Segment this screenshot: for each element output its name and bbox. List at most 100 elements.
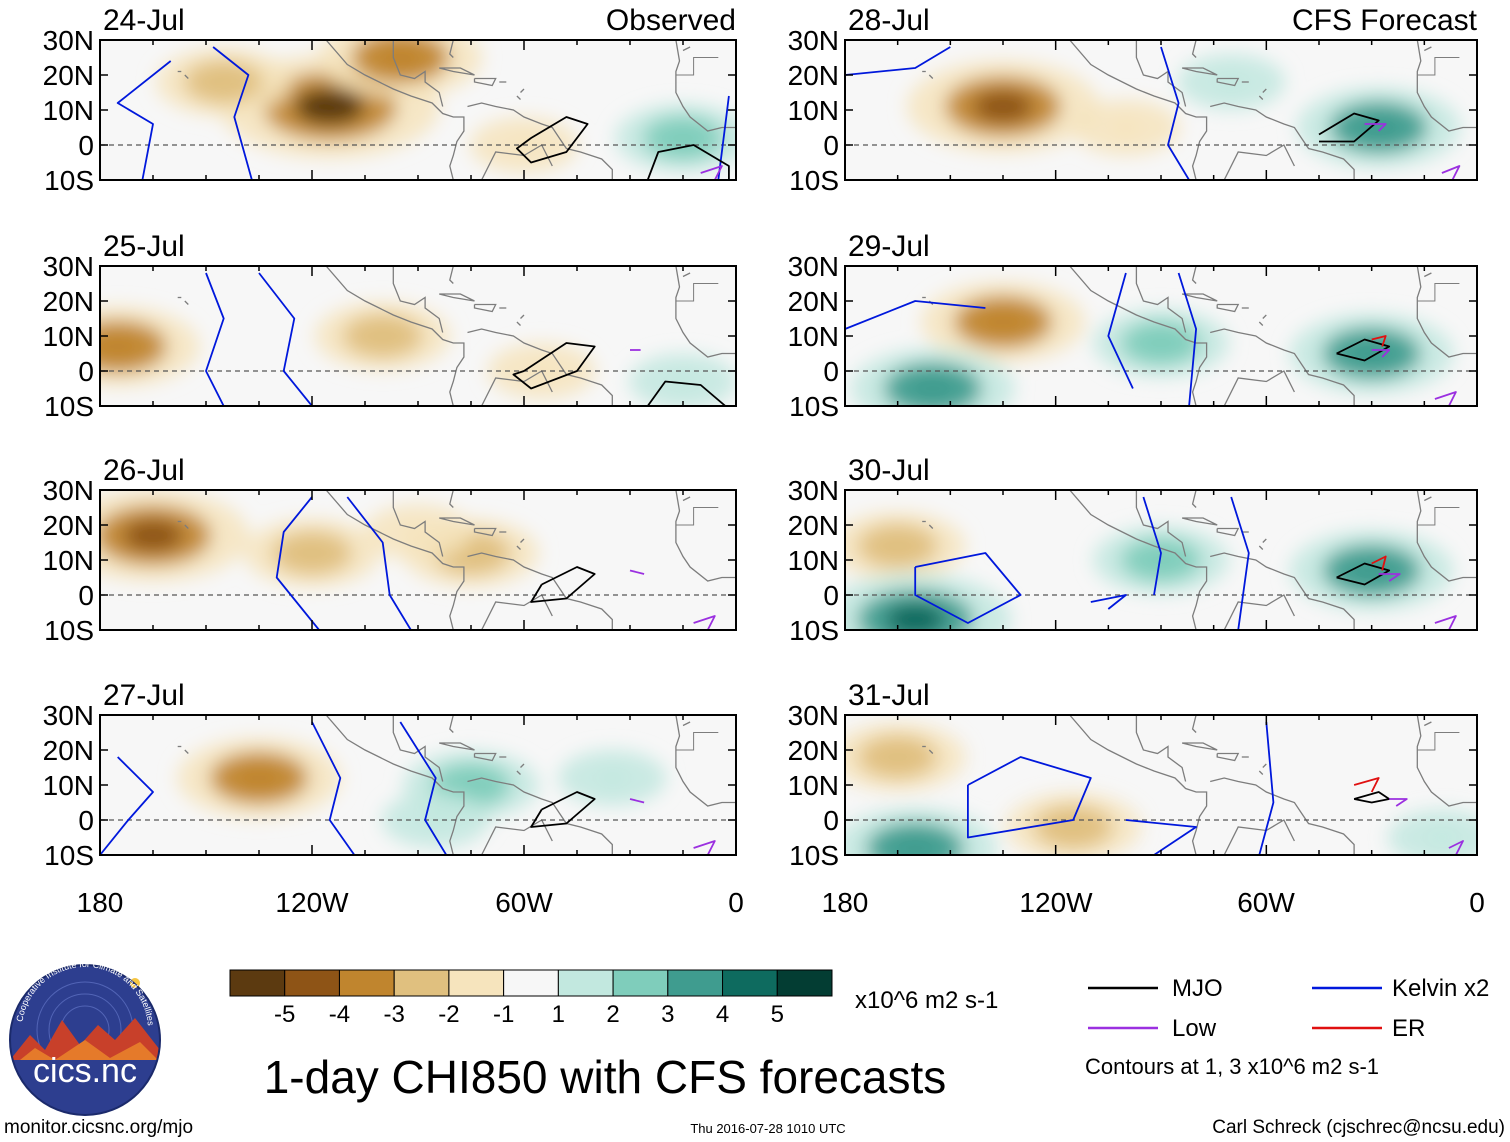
contour-kelvin [1125,819,1197,855]
contour-mjo [1336,562,1391,586]
contour-mjo [512,342,596,390]
y-tick-label: 10S [44,840,94,871]
colorbar: -5 -4 -3 -2 -1 1 2 3 4 5 [229,969,833,1028]
coastline [516,95,521,100]
coastline [1038,490,1208,630]
contour-kelvin [346,496,412,630]
map-panel: 30N 20N 10N 0 10S 30-Jul [788,454,1478,646]
y-tick-label: 30N [43,700,94,731]
coastline [1135,40,1187,107]
x-tick-label: 0 [728,887,744,918]
legend-label-er: ER [1392,1015,1425,1042]
y-tick-label: 10S [44,391,94,422]
coastline [1191,40,1197,58]
country-border [1417,283,1460,302]
panel-date: 24-Jul [103,4,185,37]
colorbar-swatch [612,969,669,997]
coastline [928,74,934,79]
contour-low [1364,123,1387,132]
y-tick-label: 30N [788,25,839,56]
coastline [1262,314,1267,319]
x-tick-label: 0 [1469,887,1485,918]
contour-low [1434,615,1457,630]
coastline [1216,752,1240,762]
y-tick-label: 10N [788,95,839,126]
y-tick-label: 20N [43,510,94,541]
contour-er [1353,777,1380,793]
contour-kelvin [1160,46,1190,180]
contour-kelvin [275,496,320,630]
coastline [1210,777,1355,855]
anomaly-core [973,90,1033,123]
coastline [473,303,497,313]
logo-text: cics.nc [33,1052,137,1090]
anomaly-field [100,266,736,406]
coastline [1223,594,1295,630]
coastline [1258,321,1264,326]
colorbar-swatch [338,969,395,997]
wave-contours [205,272,726,406]
coastline [1038,266,1208,406]
contour-low [1434,391,1457,406]
panel-date: 28-Jul [848,4,930,37]
coastline [184,300,189,305]
y-tick-label: 10N [43,321,94,352]
x-axis-left: 180 120W 60W 0 [77,887,744,918]
anomaly-core [123,519,183,552]
x-tick-label: 120W [275,887,349,918]
coastline [516,770,521,775]
timestamp: Thu 2016-07-28 1010 UTC [690,1121,845,1136]
anomaly-core [1141,549,1181,571]
contour-kelvin [116,60,172,180]
y-tick-label: 10N [788,545,839,576]
country-border [1417,732,1460,751]
anomaly-core [1110,119,1141,136]
contour-low [1378,573,1401,582]
coastline [1262,88,1267,93]
colorbar-swatch [722,969,778,997]
coastline [294,40,465,180]
coastline [1191,490,1197,508]
anomaly-core [668,373,698,390]
contour-kelvin [1090,594,1127,610]
coastline [675,715,736,807]
contour-kelvin [914,552,1022,624]
wave-contours [914,496,1457,630]
y-tick-label: 0 [78,130,94,161]
anomaly-blobs [155,40,736,173]
coastlines [177,266,736,406]
map-panel: 30N 20N 10N 0 10S 25-Jul [43,230,737,422]
panel-date: 27-Jul [103,679,185,712]
anomaly-core [234,764,284,792]
panels-group: 30N20N10N010S24-Jul30N20N10N010S25-Jul30… [43,4,1478,871]
coastline [1424,272,1432,278]
coastline [1216,77,1240,87]
cicsnc-logo: Cooperative Institute for Climate and Sa… [9,959,161,1116]
panel-date: 25-Jul [103,230,185,263]
x-tick-label: 180 [822,887,869,918]
y-tick-label: 20N [43,735,94,766]
anomaly-core [100,333,143,360]
coastline [1416,715,1477,807]
anomaly-field [100,490,736,630]
anomaly-core [890,834,941,855]
coastline [481,594,553,630]
y-tick-label: 10S [789,391,839,422]
contour-kelvin [100,756,154,855]
colorbar-label: -2 [438,1001,459,1028]
y-tick-label: 20N [788,60,839,91]
anomaly-field [100,40,736,180]
contour-kelvin [1142,496,1162,596]
country-border [1417,57,1460,76]
map-panel: 30N 20N 10N 0 10S 26-Jul [43,454,737,646]
map-panel: 30N 20N 10N 0 10S 27-Jul [43,679,737,871]
y-tick-label: 20N [788,286,839,317]
colorbar-swatch [776,969,833,997]
panel-date: 31-Jul [848,679,930,712]
anomaly-core [294,88,365,125]
colorbar-label: -3 [384,1001,405,1028]
y-tick-label: 10S [789,615,839,646]
y-tick-label: 10S [44,615,94,646]
panel-date: 30-Jul [848,454,930,487]
coastline [1210,328,1355,406]
